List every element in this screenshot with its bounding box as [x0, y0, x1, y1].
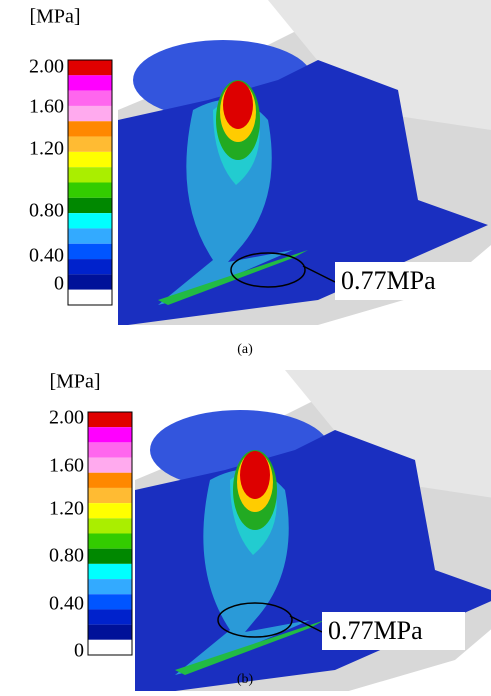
colorbar-segment [68, 136, 112, 152]
colorbar-segment [88, 427, 132, 443]
colorbar-segment [88, 457, 132, 473]
leader [289, 615, 323, 633]
colorbar-segment [68, 289, 112, 305]
colorbar-segment [68, 121, 112, 137]
colorbar-segment [88, 563, 132, 580]
wall [268, 0, 491, 130]
colorbar-segment [68, 105, 112, 122]
colorbar-segment [88, 487, 132, 504]
colorbar-segment [68, 228, 112, 244]
colorbar-segment [88, 609, 132, 625]
colorbar-frame [87, 411, 133, 656]
colorbar-segment [68, 60, 112, 76]
colorbar-segment [88, 442, 132, 458]
annotation-box [322, 612, 465, 650]
scale-label: 1.60 [29, 96, 64, 118]
contour-image [118, 0, 491, 325]
colorbar-segment [88, 594, 132, 610]
scale-label: 2.00 [49, 407, 84, 429]
unit-label: [MPa] [49, 371, 100, 393]
scale-label: 1.20 [29, 138, 64, 160]
colorbar-segment [68, 167, 112, 183]
light-blue [158, 99, 293, 305]
colorbar-segment [88, 639, 132, 655]
wall [285, 370, 491, 498]
colorbar-segment [68, 274, 112, 290]
highlight [230, 252, 306, 288]
colorbar-segment [68, 75, 112, 91]
scale-label: 1.60 [49, 455, 84, 477]
annotation: 0.77MPa [341, 266, 436, 295]
red [240, 451, 270, 499]
scale-label: 0.40 [49, 593, 84, 615]
colorbar-segment [68, 182, 112, 198]
colorbar-segment [68, 197, 112, 214]
scale-label: 1.20 [49, 498, 84, 520]
colorbar-segment [88, 518, 132, 534]
colorbar-segment [68, 259, 112, 275]
colorbar-segment [88, 624, 132, 640]
colorbar-segment [88, 533, 132, 549]
scale-label: 0.80 [49, 545, 84, 567]
colorbar-frame [67, 59, 113, 306]
colorbar-segment [88, 503, 132, 519]
scale-label: 0.40 [29, 245, 64, 267]
colorbar-segment [88, 579, 132, 595]
colorbar-segment [88, 412, 132, 428]
scale-label: 0 [54, 273, 64, 295]
leader [302, 265, 336, 283]
scale-label: 0.80 [29, 200, 64, 222]
colorbar-segment [68, 151, 112, 168]
stripe [175, 620, 325, 675]
colorbar-segment [88, 548, 132, 564]
colorbar-segment [68, 213, 112, 229]
annotation-box [335, 262, 487, 300]
annotation: 0.77MPa [328, 616, 423, 645]
panel: [MPa] 2.00 1.60 1.20 0.80 0.40 0 0.77MPa (a) [29, 0, 491, 357]
highlight [217, 602, 293, 638]
panel: [MPa] 2.00 1.60 1.20 0.80 0.40 0 0.77MPa (b) [49, 370, 491, 695]
colorbar-segment [68, 243, 112, 260]
stripe [158, 250, 308, 305]
scale-label: 0 [74, 640, 84, 662]
colorbar-segment [68, 90, 112, 106]
light-blue [175, 469, 310, 675]
unit-label: [MPa] [29, 6, 80, 28]
caption: (a) [237, 342, 253, 357]
scale-label: 2.00 [29, 56, 64, 78]
red [223, 81, 253, 129]
caption: (b) [237, 672, 254, 687]
colorbar-segment [88, 472, 132, 488]
